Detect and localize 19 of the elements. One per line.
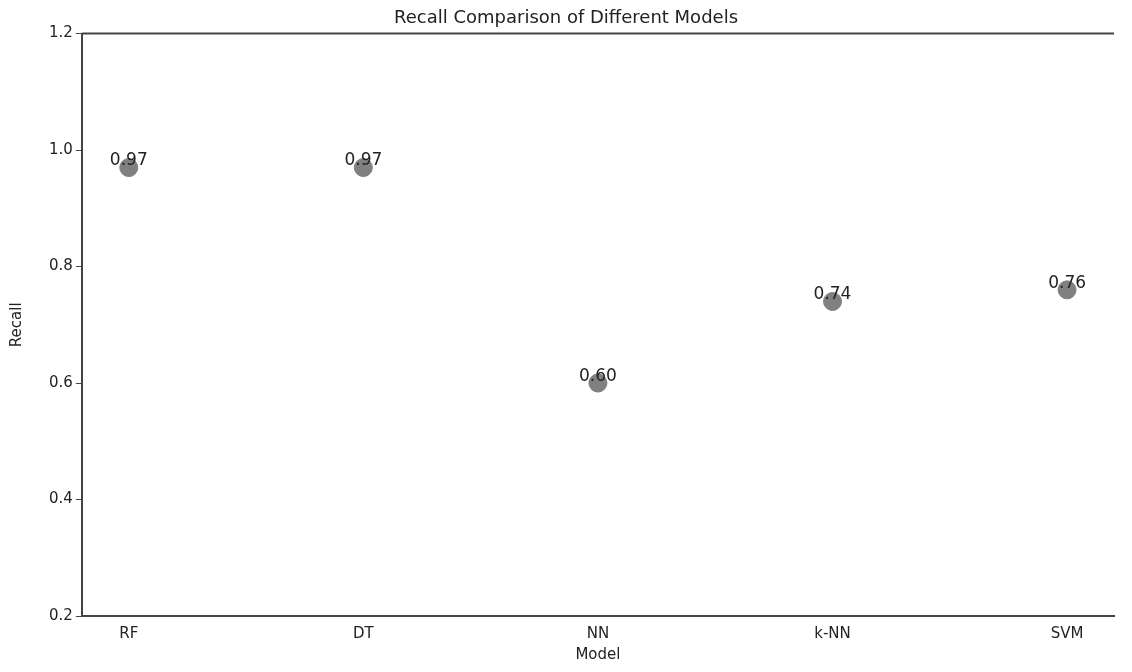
data-label: 0.97 bbox=[344, 149, 383, 170]
y-tick-label: 0.6 bbox=[49, 372, 73, 391]
data-label: 0.74 bbox=[813, 283, 852, 304]
data-label: 0.76 bbox=[1048, 271, 1087, 292]
data-label: 0.97 bbox=[109, 149, 148, 170]
chart-title: Recall Comparison of Different Models bbox=[393, 6, 739, 28]
data-label: 0.60 bbox=[579, 364, 617, 385]
y-tick-label: 0.2 bbox=[49, 605, 73, 624]
x-tick-label: NN bbox=[586, 623, 610, 642]
x-tick-label: k-NN bbox=[814, 623, 851, 642]
y-tick-label: 0.8 bbox=[49, 256, 73, 275]
y-tick-label: 1.2 bbox=[49, 23, 73, 42]
y-axis-title: Recall bbox=[6, 302, 25, 348]
y-tick-label: 0.4 bbox=[49, 489, 73, 508]
x-tick-label: SVM bbox=[1050, 623, 1084, 642]
x-tick-label: DT bbox=[352, 623, 375, 642]
x-axis-title: Model bbox=[575, 644, 621, 663]
y-tick-label: 1.0 bbox=[49, 139, 73, 158]
x-tick-label: RF bbox=[119, 623, 139, 642]
